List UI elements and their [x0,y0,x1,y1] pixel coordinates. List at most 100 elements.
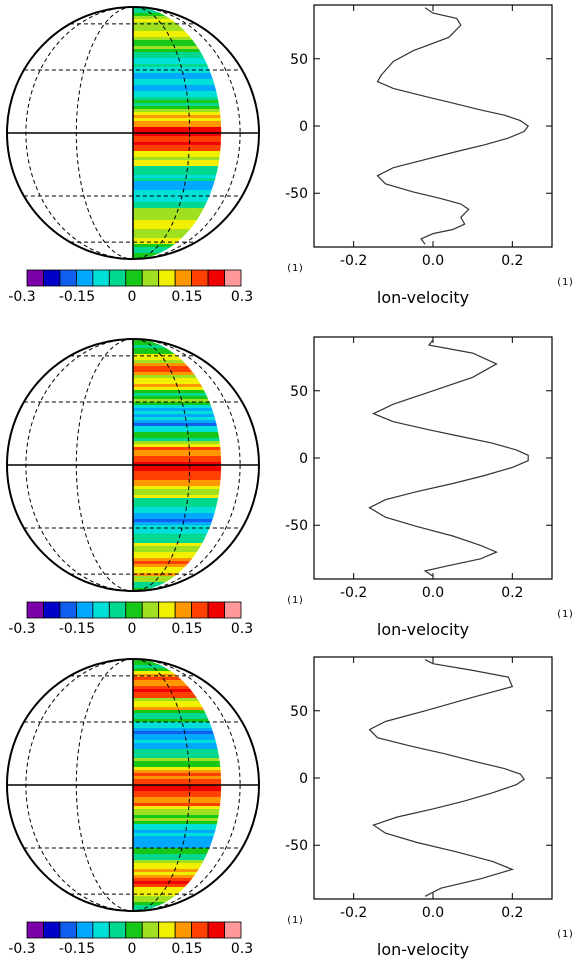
x-unit-3: (1) [556,929,574,940]
y-tick-label-2-1: 50 [290,384,308,400]
line-plot-2: -0.2 0.0 0.2 50 0 -50 (1) (1) lon-velocity [285,336,574,639]
colorbar-2-cell-13 [224,601,242,619]
x-tick-label-1-3: 0.2 [501,253,523,269]
colorbar-1-cell-6 [108,269,127,287]
plot-frame-3 [313,656,553,900]
globe-map-1 [6,6,260,260]
y-tick-label-3-2: 0 [299,771,308,787]
colorbar-2-tick-5: 0.3 [231,621,253,637]
colorbar-2-cell-3 [59,601,77,619]
colorbar-2-cell-4 [75,601,94,619]
colorbar-1-tick-3: 0 [128,289,137,305]
colorbar-3-tick-1: -0.3 [8,941,35,957]
colorbar-2-cell-2 [43,601,61,619]
colorbar-1-cell-13 [224,269,242,287]
profile-line-3 [368,659,526,897]
y-unit-2: (1) [286,595,304,606]
globe-map-2 [6,338,260,592]
colorbar-3-cell-11 [191,921,209,939]
panel-2-svg: -0.3 -0.15 0 0.15 0.3 -0.2 0.0 0.2 50 0 -50 (1) (1)… [6,336,574,639]
colorbar-1-cell-8 [141,269,160,287]
colorbar-3-tick-4: 0.15 [171,941,202,957]
colorbar-3-cell-12 [207,921,225,939]
colorbar-3-cell-1 [26,921,44,939]
colorbar-1-cell-12 [207,269,225,287]
colorbar-2-cell-1 [26,601,44,619]
colorbar-3-cell-6 [108,921,127,939]
x-tick-label-3-3: 0.2 [501,905,523,921]
y-tick-label-1-1: 50 [290,52,308,68]
colorbar-1-cell-9 [158,269,176,287]
globe-map-3 [6,658,260,912]
colorbar-1: -0.3 -0.15 0 0.15 0.3 [8,269,253,305]
globe-outline-2 [6,338,260,592]
y-tick-label-1-2: 0 [299,119,308,135]
x-tick-label-3-1: -0.2 [340,905,367,921]
y-tick-label-1-3: -50 [285,186,308,202]
colorbar-2-cell-12 [207,601,225,619]
globe-outline-1 [6,6,260,260]
colorbar-1-tick-2: -0.15 [59,289,95,305]
profile-line-1 [376,7,530,245]
colorbar-2-cell-11 [191,601,209,619]
y-unit-3: (1) [286,915,304,926]
colorbar-1-cell-11 [191,269,209,287]
colorbar-2-cell-9 [158,601,176,619]
y-tick-label-3-1: 50 [290,704,308,720]
colorbar-2-cell-5 [92,601,110,619]
colorbar-3-tick-5: 0.3 [231,941,253,957]
colorbar-2-cell-7 [125,601,143,619]
colorbar-3-cell-10 [174,921,193,939]
x-tick-label-2-1: -0.2 [340,585,367,601]
x-tick-label-2-3: 0.2 [501,585,523,601]
colorbar-2-cell-8 [141,601,160,619]
line-plot-3: -0.2 0.0 0.2 50 0 -50 (1) (1) lon-velocity [285,656,574,959]
colorbar-3-cell-3 [59,921,77,939]
colorbar-1-cell-3 [59,269,77,287]
colorbar-1-cell-4 [75,269,94,287]
colorbar-1-tick-1: -0.3 [8,289,35,305]
x-axis-label-2: lon-velocity [377,620,469,639]
colorbar-1-cell-2 [43,269,61,287]
colorbar-2-cell-6 [108,601,127,619]
x-tick-label-1-2: 0.0 [422,253,444,269]
colorbar-1-tick-4: 0.15 [171,289,202,305]
colorbar-3: -0.3 -0.15 0 0.15 0.3 [8,921,253,957]
colorbar-2-tick-4: 0.15 [171,621,202,637]
colorbar-2-tick-3: 0 [128,621,137,637]
profile-line-2 [368,339,529,577]
panel-1-svg: -0.3 -0.15 0 0.15 0.3 -0.2 0.0 0.2 50 0 -50 (1) (1)… [6,4,574,307]
y-unit-1: (1) [286,263,304,274]
colorbar-3-tick-3: 0 [128,941,137,957]
plot-frame-2 [313,336,553,580]
colorbar-1-cell-5 [92,269,110,287]
colorbar-3-cell-4 [75,921,94,939]
colorbar-1-cell-10 [174,269,193,287]
chart-panel-2: -0.3 -0.15 0 0.15 0.3 -0.2 0.0 0.2 50 0 -50 (1) (1)… [0,332,574,652]
x-unit-1: (1) [556,277,574,288]
colorbar-2-tick-1: -0.3 [8,621,35,637]
chart-panel-3: -0.3 -0.15 0 0.15 0.3 -0.2 0.0 0.2 50 0 -50 (1) (1)… [0,652,574,972]
colorbar-2-tick-2: -0.15 [59,621,95,637]
colorbar-2-cell-10 [174,601,193,619]
colorbar-1-tick-5: 0.3 [231,289,253,305]
x-tick-label-3-2: 0.0 [422,905,444,921]
x-unit-2: (1) [556,609,574,620]
x-axis-label-3: lon-velocity [377,940,469,959]
x-axis-label-1: lon-velocity [377,288,469,307]
plot-frame-1 [313,4,553,248]
colorbar-3-cell-7 [125,921,143,939]
y-tick-label-3-3: -50 [285,838,308,854]
colorbar-3-cell-5 [92,921,110,939]
globe-outline-3 [6,658,260,912]
colorbar-1-cell-7 [125,269,143,287]
x-tick-label-2-2: 0.0 [422,585,444,601]
colorbar-2: -0.3 -0.15 0 0.15 0.3 [8,601,253,637]
y-tick-label-2-2: 0 [299,451,308,467]
x-tick-label-1-1: -0.2 [340,253,367,269]
chart-panel-1: -0.3 -0.15 0 0.15 0.3 -0.2 0.0 0.2 50 0 -50 (1) (1)… [0,0,574,320]
y-tick-label-2-3: -50 [285,518,308,534]
colorbar-3-cell-2 [43,921,61,939]
colorbar-3-tick-2: -0.15 [59,941,95,957]
colorbar-3-cell-9 [158,921,176,939]
